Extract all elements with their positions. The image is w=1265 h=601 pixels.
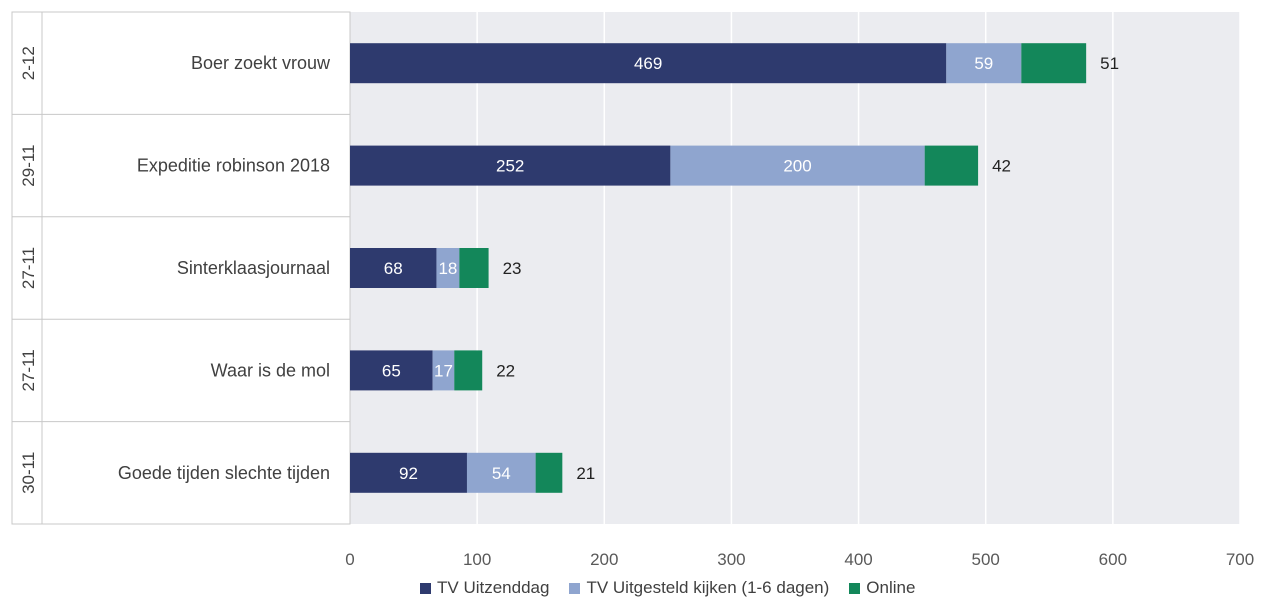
- legend-item-tv-uitzenddag: TV Uitzenddag: [420, 578, 549, 598]
- legend-label: TV Uitgesteld kijken (1-6 dagen): [586, 578, 830, 597]
- data-label: 252: [496, 157, 524, 176]
- plot-background: [350, 12, 1240, 524]
- data-label: 54: [492, 464, 511, 483]
- x-tick-label: 500: [972, 550, 1000, 569]
- bar-segment: [670, 145, 925, 186]
- category-label: Sinterklaasjournaal: [177, 258, 330, 278]
- data-label: 18: [438, 259, 457, 278]
- date-label: 29-11: [19, 144, 38, 186]
- data-label: 22: [496, 361, 515, 380]
- bar-segment: [535, 452, 563, 493]
- x-tick-label: 400: [844, 550, 872, 569]
- data-label: 65: [382, 361, 401, 380]
- legend: TV Uitzenddag TV Uitgesteld kijken (1-6 …: [420, 577, 935, 599]
- bar-segment: [1021, 43, 1087, 84]
- bar-segment: [350, 248, 437, 288]
- bar-segment: [454, 350, 483, 391]
- legend-swatch: [849, 582, 861, 594]
- legend-item-online: Online: [849, 578, 915, 598]
- data-label: 21: [576, 464, 595, 483]
- data-labels: 469 59 51 252 200 42 68 18 23 65 17 22 92 54 21: [382, 54, 1119, 483]
- gridlines: [476, 12, 1241, 524]
- data-label: 17: [434, 361, 453, 380]
- bar-segment: [350, 145, 671, 186]
- date-label: 27-11: [19, 349, 38, 391]
- date-label: 30-11: [19, 452, 38, 494]
- bar-segment: [350, 43, 947, 84]
- x-tick-label: 200: [590, 550, 618, 569]
- legend-label: TV Uitzenddag: [437, 578, 550, 597]
- data-label: 68: [384, 259, 403, 278]
- legend-swatch: [569, 582, 581, 594]
- x-tick-label: 300: [717, 550, 745, 569]
- x-axis-ticks: 0 100 200 300 400 500 600 700: [345, 550, 1254, 569]
- x-tick-label: 700: [1226, 550, 1254, 569]
- bar-segment: [946, 43, 1022, 84]
- date-label: 27-11: [19, 247, 38, 289]
- table-frame: [11, 11, 351, 525]
- legend-label: Online: [866, 578, 916, 597]
- data-label: 59: [974, 54, 993, 73]
- bar-segment: [350, 350, 433, 391]
- bar-segment: [432, 350, 455, 391]
- x-tick-label: 100: [463, 550, 491, 569]
- legend-item-tv-uitgesteld: TV Uitgesteld kijken (1-6 dagen): [569, 578, 829, 598]
- bars: [350, 43, 1087, 493]
- bar-segment: [459, 248, 489, 288]
- bar-segment: [924, 145, 979, 186]
- data-label: 42: [992, 157, 1011, 176]
- x-tick-label: 0: [345, 550, 354, 569]
- category-label: Boer zoekt vrouw: [191, 53, 331, 73]
- category-table: 2-12 Boer zoekt vrouw 29-11 Expeditie robin…: [11, 11, 351, 525]
- category-label: Expeditie robinson 2018: [137, 156, 330, 176]
- data-label: 469: [634, 54, 662, 73]
- data-label: 200: [783, 157, 811, 176]
- data-label: 51: [1100, 54, 1119, 73]
- bar-segment: [466, 452, 536, 493]
- data-label: 92: [399, 464, 418, 483]
- bar-segment: [436, 248, 460, 288]
- bar-segment: [350, 452, 467, 493]
- x-tick-label: 600: [1099, 550, 1127, 569]
- legend-swatch: [420, 582, 431, 594]
- date-label: 2-12: [19, 46, 38, 80]
- category-label: Waar is de mol: [211, 360, 330, 380]
- category-label: Goede tijden slechte tijden: [118, 463, 330, 483]
- data-label: 23: [503, 259, 522, 278]
